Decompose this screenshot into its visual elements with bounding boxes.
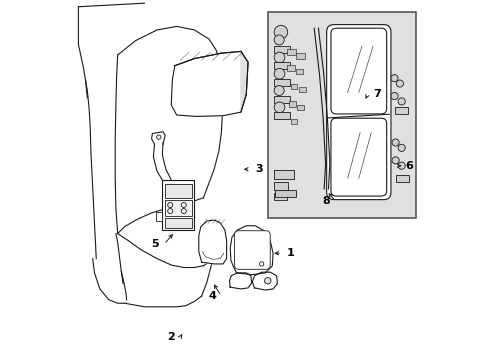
Bar <box>162 180 194 230</box>
Bar <box>274 96 290 103</box>
Circle shape <box>390 93 397 100</box>
Circle shape <box>391 157 398 164</box>
Circle shape <box>274 25 287 39</box>
Text: 7: 7 <box>372 89 380 99</box>
Text: 2: 2 <box>167 332 175 342</box>
Bar <box>165 200 191 216</box>
Bar <box>165 217 191 228</box>
Bar <box>274 193 286 200</box>
Bar <box>274 190 296 197</box>
Bar <box>296 105 304 110</box>
Bar <box>267 12 415 217</box>
Bar <box>394 107 407 114</box>
Circle shape <box>274 86 284 95</box>
Circle shape <box>264 278 270 284</box>
Text: 3: 3 <box>254 164 262 174</box>
FancyBboxPatch shape <box>330 28 386 114</box>
Bar <box>299 87 305 92</box>
Bar <box>290 84 297 89</box>
FancyBboxPatch shape <box>326 24 390 200</box>
Polygon shape <box>198 220 226 264</box>
Circle shape <box>274 68 285 79</box>
Circle shape <box>274 35 284 45</box>
Bar <box>395 175 408 182</box>
Polygon shape <box>241 51 247 112</box>
Bar <box>274 170 293 179</box>
Bar <box>274 79 290 86</box>
Circle shape <box>274 52 285 63</box>
Bar <box>156 212 162 221</box>
Bar <box>287 65 294 71</box>
Bar <box>296 53 305 59</box>
Bar <box>290 118 297 124</box>
Polygon shape <box>229 273 251 289</box>
Circle shape <box>397 144 405 152</box>
Bar <box>165 184 191 198</box>
Polygon shape <box>171 51 247 116</box>
FancyBboxPatch shape <box>234 231 270 269</box>
Circle shape <box>274 102 285 113</box>
Bar <box>274 62 290 69</box>
Text: 8: 8 <box>322 197 330 206</box>
Polygon shape <box>252 272 277 290</box>
Circle shape <box>397 162 405 169</box>
Bar <box>274 182 288 190</box>
Text: 5: 5 <box>151 239 159 249</box>
Bar <box>274 112 290 119</box>
Circle shape <box>391 139 398 146</box>
Text: 1: 1 <box>286 248 294 258</box>
Circle shape <box>390 75 397 82</box>
Text: 4: 4 <box>208 291 216 301</box>
Polygon shape <box>230 226 272 275</box>
Bar <box>287 49 296 55</box>
Text: 6: 6 <box>404 161 412 171</box>
Bar <box>295 69 303 74</box>
Circle shape <box>397 98 405 105</box>
Bar <box>274 46 290 53</box>
Circle shape <box>395 80 403 87</box>
FancyBboxPatch shape <box>330 118 386 196</box>
Bar <box>288 102 295 107</box>
